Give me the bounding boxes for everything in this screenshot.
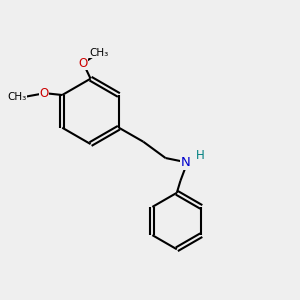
Text: CH₃: CH₃	[89, 48, 108, 58]
Text: CH₃: CH₃	[7, 92, 27, 101]
Text: O: O	[39, 87, 48, 100]
Text: O: O	[79, 57, 88, 70]
Text: N: N	[181, 156, 190, 169]
Text: H: H	[196, 148, 204, 162]
